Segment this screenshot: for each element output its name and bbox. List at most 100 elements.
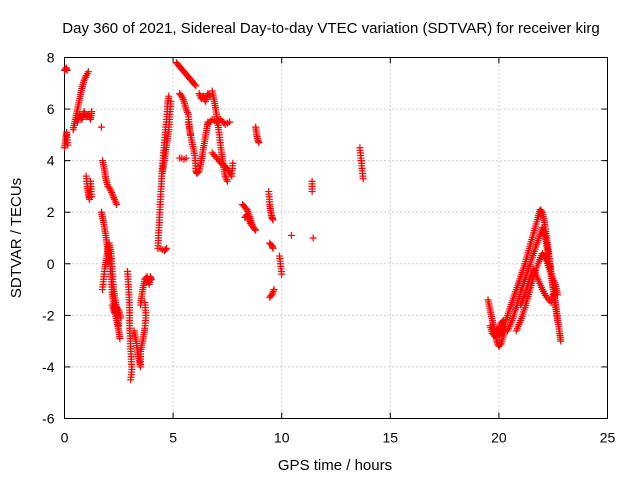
data-point [84,68,92,76]
data-points [61,59,565,384]
data-point [226,118,234,126]
data-point [309,234,317,242]
data-point [147,275,155,283]
data-point [269,244,277,252]
grid [64,57,608,419]
data-point [115,322,123,330]
data-point [222,174,230,182]
data-point [179,94,187,102]
data-point [116,335,124,343]
data-point [81,75,89,83]
data-point [81,73,89,81]
data-point [88,193,96,201]
data-point [108,188,116,196]
data-point [252,226,260,234]
data-point [165,92,173,100]
data-point [191,81,199,89]
plot-frame [64,57,608,419]
data-point [308,188,316,196]
y-tick-label: 6 [47,101,55,117]
y-tick-label: -4 [42,359,55,375]
data-point [182,105,190,113]
y-tick-label: 8 [47,50,55,66]
data-point [269,287,277,295]
x-axis-label: GPS time / hours [278,457,392,474]
data-point [537,207,545,215]
data-point [127,376,135,384]
x-tick-label: 5 [169,430,177,446]
data-point [549,291,557,299]
data-point [114,305,122,313]
data-point [80,77,88,85]
data-point [287,231,295,239]
data-point [107,187,115,195]
data-point [184,109,192,117]
x-tick-label: 20 [491,430,507,446]
data-point [88,108,96,116]
data-point [554,317,562,325]
data-point [182,154,190,162]
data-point [244,213,252,221]
data-point [179,96,187,104]
data-point [246,218,254,226]
data-point [110,195,118,203]
data-point [167,97,175,105]
data-point [221,172,229,180]
data-point [538,224,546,232]
data-point [192,82,200,90]
data-point [108,190,116,198]
data-point [223,177,231,185]
x-tick-label: 25 [600,430,616,446]
data-point [278,270,286,278]
data-point [97,123,105,131]
data-point [229,159,237,167]
data-point [540,227,548,235]
data-point [496,341,504,349]
data-point [110,309,118,317]
data-point [163,244,171,252]
data-point [245,216,253,224]
data-point [244,214,252,222]
x-tick-label: 10 [274,430,290,446]
data-point [64,141,72,149]
y-tick-label: 0 [47,256,55,272]
data-point [183,107,191,115]
data-point [111,197,119,205]
data-point [80,108,88,116]
data-point [243,211,251,219]
data-point [255,139,263,147]
data-point [270,286,278,294]
data-point [63,66,71,74]
y-axis-label: SDTVAR / TECUs [8,178,25,298]
data-point [117,314,125,322]
data-point [195,90,203,98]
axis-ticks: 0 5 10 15 20 25 -6 -4 -2 0 2 4 6 8 [42,50,615,446]
data-point [269,216,277,224]
data-point [268,291,276,299]
data-point [247,221,255,229]
data-point [359,175,367,183]
data-point [493,337,501,345]
y-tick-label: -2 [42,307,55,323]
data-point [178,92,186,100]
data-point [112,199,120,207]
y-tick-label: -6 [42,411,55,427]
x-tick-label: 15 [383,430,399,446]
data-point [247,219,255,227]
y-tick-label: 4 [47,153,55,169]
x-tick-label: 0 [61,430,69,446]
data-point [110,194,118,202]
data-point [539,225,547,233]
data-point [557,337,565,345]
data-point [113,200,121,208]
data-point [109,192,117,200]
data-point [269,289,277,297]
data-point [194,168,202,176]
data-point [215,158,223,166]
data-point [106,185,114,193]
data-point [161,246,169,254]
y-tick-label: 2 [47,204,55,220]
data-point [251,225,259,233]
data-point [223,176,231,184]
